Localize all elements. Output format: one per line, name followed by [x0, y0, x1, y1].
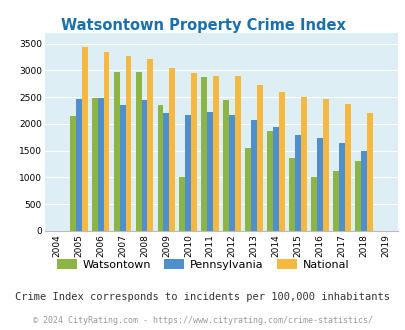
Bar	[223, 100, 229, 231]
Bar	[278, 92, 284, 231]
Bar	[360, 151, 366, 231]
Bar	[256, 85, 262, 231]
Text: © 2024 CityRating.com - https://www.cityrating.com/crime-statistics/: © 2024 CityRating.com - https://www.city…	[33, 315, 372, 325]
Bar	[310, 178, 316, 231]
Bar	[366, 113, 372, 231]
Bar	[207, 112, 213, 231]
Bar	[266, 131, 273, 231]
Bar	[251, 120, 256, 231]
Bar	[338, 143, 344, 231]
Bar	[97, 98, 103, 231]
Bar	[135, 72, 141, 231]
Bar	[119, 105, 125, 231]
Bar	[316, 138, 322, 231]
Bar	[141, 100, 147, 231]
Bar	[234, 76, 241, 231]
Bar	[245, 148, 251, 231]
Bar	[288, 158, 294, 231]
Bar	[81, 48, 87, 231]
Bar	[75, 99, 81, 231]
Bar	[147, 59, 153, 231]
Bar	[169, 68, 175, 231]
Bar	[179, 178, 185, 231]
Bar	[294, 135, 300, 231]
Bar	[103, 52, 109, 231]
Bar	[70, 116, 75, 231]
Bar	[201, 77, 207, 231]
Bar	[344, 104, 350, 231]
Text: Crime Index corresponds to incidents per 100,000 inhabitants: Crime Index corresponds to incidents per…	[15, 292, 390, 302]
Bar	[185, 115, 191, 231]
Bar	[300, 97, 306, 231]
Legend: Watsontown, Pennsylvania, National: Watsontown, Pennsylvania, National	[52, 255, 353, 274]
Text: Watsontown Property Crime Index: Watsontown Property Crime Index	[60, 18, 345, 33]
Bar	[332, 171, 338, 231]
Bar	[322, 99, 328, 231]
Bar	[191, 73, 197, 231]
Bar	[92, 98, 97, 231]
Bar	[163, 113, 169, 231]
Bar	[157, 105, 163, 231]
Bar	[273, 127, 278, 231]
Bar	[354, 161, 360, 231]
Bar	[113, 72, 119, 231]
Bar	[125, 56, 131, 231]
Bar	[229, 115, 234, 231]
Bar	[213, 76, 219, 231]
